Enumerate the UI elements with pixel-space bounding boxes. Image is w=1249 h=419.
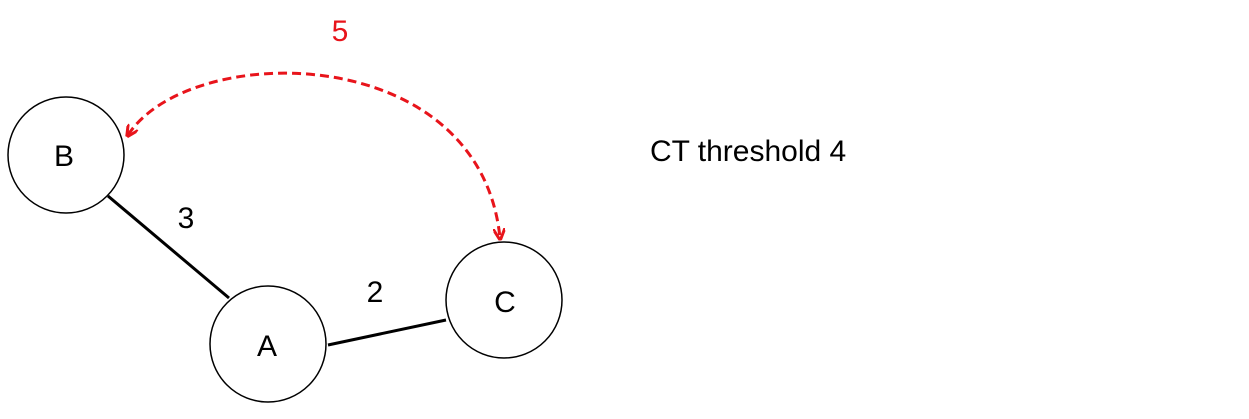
edge-line	[327, 318, 447, 347]
edge-label: 2	[367, 276, 384, 309]
node-circle	[209, 285, 327, 403]
threshold-note: CT threshold 4	[650, 135, 846, 168]
node-label: C	[494, 286, 516, 319]
dashed-edge	[128, 71, 500, 238]
dashed-edge-label: 5	[332, 15, 349, 48]
edge-label: 3	[178, 202, 195, 235]
node-circle	[7, 96, 125, 214]
node-label: A	[257, 330, 277, 363]
node-label: B	[54, 140, 74, 173]
node-circle	[445, 241, 563, 359]
edge-line	[107, 194, 230, 300]
